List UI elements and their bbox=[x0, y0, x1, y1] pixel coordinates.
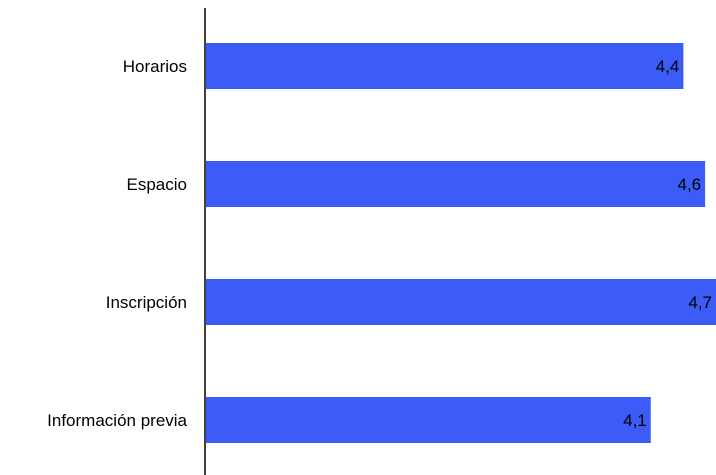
category-label-espacio: Espacio bbox=[127, 175, 187, 194]
category-label-informacion-previa: Información previa bbox=[47, 411, 187, 430]
value-label-horarios: 4,4 bbox=[656, 57, 680, 76]
bar-horarios bbox=[206, 43, 684, 89]
bar-inscripcion bbox=[206, 279, 716, 325]
category-label-horarios: Horarios bbox=[123, 57, 187, 76]
value-label-espacio: 4,6 bbox=[677, 175, 701, 194]
value-label-informacion-previa: 4,1 bbox=[623, 411, 647, 430]
labels-group: Horarios 4,4 Espacio 4,6 Inscripción 4,7 Infor… bbox=[47, 57, 712, 430]
value-label-inscripcion: 4,7 bbox=[688, 293, 712, 312]
bars-group bbox=[206, 43, 716, 443]
bar-informacion-previa bbox=[206, 397, 651, 443]
category-label-inscripcion: Inscripción bbox=[106, 293, 187, 312]
bar-espacio bbox=[206, 161, 706, 207]
